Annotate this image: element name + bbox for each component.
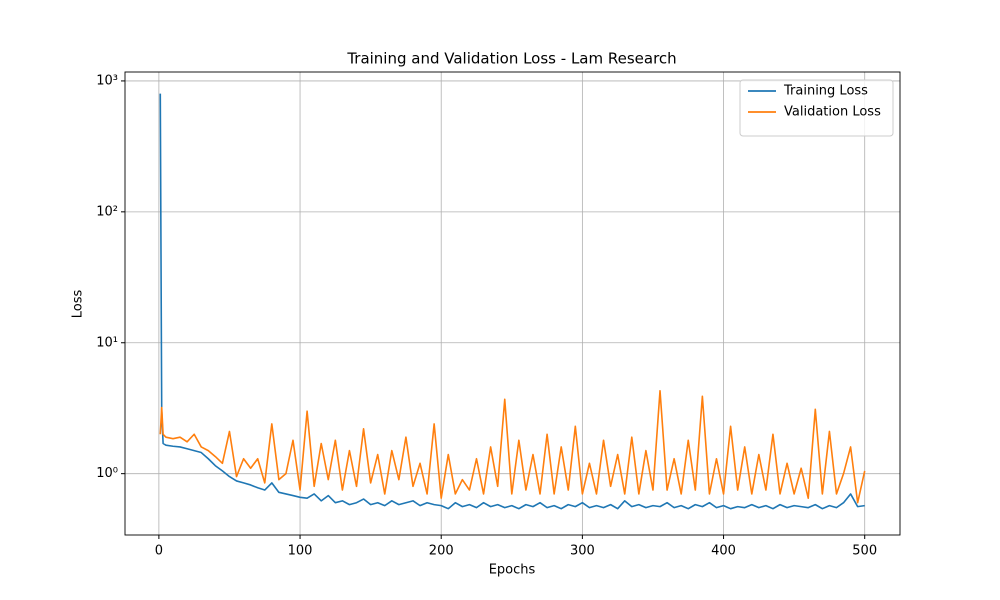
x-tick-label: 300 [570, 544, 595, 559]
x-axis-label: Epochs [489, 563, 536, 578]
x-tick-label: 200 [429, 544, 454, 559]
chart-title: Training and Validation Loss - Lam Resea… [346, 50, 676, 68]
y-tick-label: 10³ [96, 73, 118, 88]
plot-frame [124, 71, 901, 536]
x-tick-label: 100 [288, 544, 313, 559]
y-tick-label: 10² [96, 204, 118, 219]
x-tick-label: 500 [852, 544, 877, 559]
y-tick-label: 10⁰ [96, 466, 118, 481]
y-axis-label: Loss [71, 290, 86, 319]
legend-box [739, 79, 894, 137]
x-tick-label: 0 [155, 544, 163, 559]
line-series [159, 93, 865, 510]
line-series [159, 389, 866, 504]
y-tick-label: 10¹ [96, 335, 118, 350]
x-tick-label: 400 [711, 544, 736, 559]
legend: Training Loss Validation Loss [739, 79, 894, 137]
legend-label: Validation Loss [784, 105, 881, 120]
legend-label: Training Loss [783, 84, 868, 99]
